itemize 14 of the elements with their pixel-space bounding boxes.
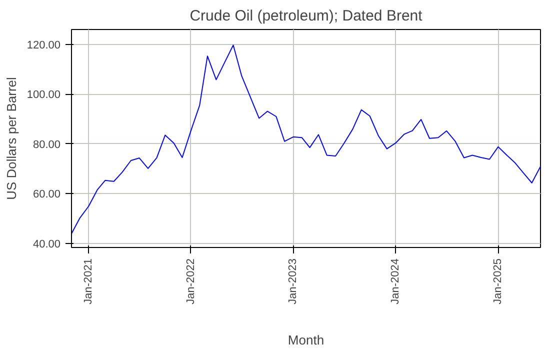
chart-title: Crude Oil (petroleum); Dated Brent: [190, 8, 424, 24]
x-tick-label: Jan-2022: [184, 258, 197, 304]
y-tick-label: 120.00: [26, 39, 61, 52]
x-axis-title: Month: [288, 332, 324, 348]
y-tick-label: 40.00: [32, 238, 61, 250]
y-tick-label: 60.00: [32, 188, 61, 201]
x-tick-label: Jan-2025: [492, 258, 504, 304]
y-tick-label: 80.00: [32, 138, 61, 151]
y-axis-title: US Dollars per Barrel: [4, 76, 19, 200]
y-tick-label: 100.00: [26, 89, 61, 102]
line-series: [72, 44, 540, 234]
x-tick-label: Jan-2023: [287, 258, 300, 304]
x-tick-label: Jan-2024: [390, 258, 402, 304]
x-tick-label: Jan-2021: [82, 258, 95, 304]
